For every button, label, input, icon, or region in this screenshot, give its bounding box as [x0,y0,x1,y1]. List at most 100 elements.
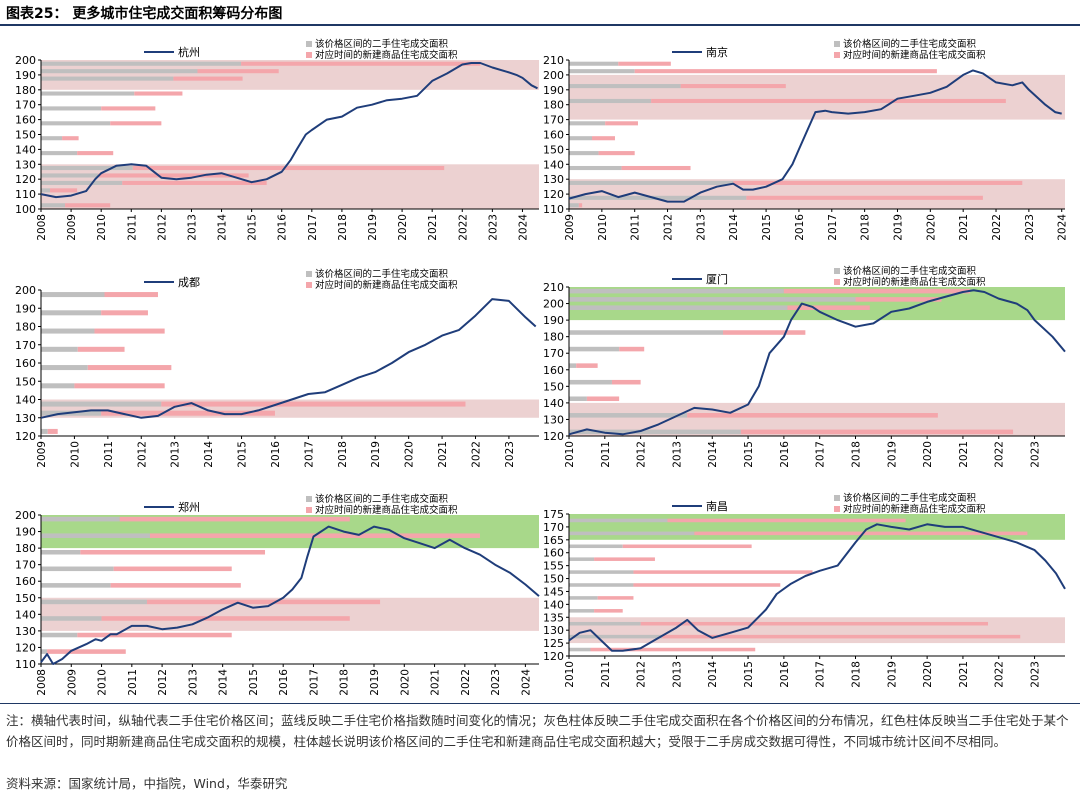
legend-gray-swatch [306,41,312,47]
y-tick-label: 200 [15,284,36,297]
gray-bar [569,634,663,639]
y-tick-label: 110 [15,658,36,671]
legend-pink-label: 对应时间的新建商品住宅成交面积 [843,503,986,515]
x-tick-label: 2019 [369,669,381,696]
x-tick-label: 2014 [218,669,230,696]
x-tick-label: 2011 [600,661,612,688]
y-tick-label: 180 [543,99,564,112]
x-tick-label: 2010 [96,214,108,241]
x-tick-label: 2024 [520,669,532,696]
y-tick-label: 170 [15,559,36,572]
gray-bar [41,632,78,638]
x-tick-label: 2010 [564,441,576,468]
gray-bar [41,346,78,352]
y-tick-label: 160 [543,129,564,142]
x-tick-label: 2023 [1024,214,1036,241]
x-tick-label: 2022 [991,214,1003,241]
pink-bar [633,570,813,574]
x-tick-label: 2011 [126,214,138,241]
x-tick-label: 2021 [430,669,442,696]
x-tick-label: 2014 [707,661,719,688]
y-tick-label: 170 [543,114,564,127]
legend-gray-swatch [834,268,840,274]
gray-bar [569,151,599,156]
x-tick-label: 2009 [66,669,78,696]
y-tick-label: 150 [543,573,564,586]
x-tick-label: 2016 [270,441,282,468]
y-tick-label: 170 [543,521,564,534]
x-tick-label: 2015 [237,441,249,468]
y-tick-label: 130 [543,413,564,426]
x-tick-label: 2016 [278,669,290,696]
x-tick-label: 2019 [370,441,382,468]
x-tick-label: 2010 [69,441,81,468]
x-tick-label: 2023 [490,669,502,696]
x-tick-label: 2016 [277,214,289,241]
x-tick-label: 2020 [922,441,934,468]
pink-bar [77,346,125,352]
pink-bar [65,203,111,208]
pink-bar [586,396,620,402]
gray-bar [569,165,622,171]
gray-bar [569,346,620,352]
pink-bar [119,516,350,522]
pink-bar [783,288,971,294]
x-tick-label: 2014 [217,214,229,241]
y-tick-label: 160 [15,114,36,127]
x-tick-label: 2024 [1057,214,1069,241]
x-tick-label: 2017 [307,214,319,241]
gray-bar [41,328,95,334]
x-tick-label: 2023 [487,214,499,241]
gray-bar [569,84,681,89]
y-tick-label: 130 [543,173,564,186]
page-title: 图表25： 更多城市住宅成交面积筹码分布图 [6,6,283,22]
data-source: 资料来源：国家统计局，中指院，Wind，华泰研究 [6,776,288,791]
gray-bar [569,531,695,536]
x-tick-label: 2012 [663,214,675,241]
gray-bar [41,616,102,621]
legend-pink-label: 对应时间的新建商品住宅成交面积 [843,276,986,288]
x-tick-label: 2017 [308,669,320,696]
pink-bar [173,76,243,81]
price-index-line [568,69,1062,203]
pink-bar [74,383,165,389]
y-tick-label: 120 [15,430,36,443]
x-tick-label: 2021 [958,661,970,688]
pink-bar [605,121,638,126]
x-tick-label: 2020 [925,214,937,241]
x-tick-label: 2015 [743,661,755,688]
y-tick-label: 200 [543,298,564,311]
gray-bar [41,76,174,81]
legend-city-label: 郑州 [178,500,200,514]
y-tick-label: 150 [15,375,36,388]
x-tick-label: 2011 [127,669,139,696]
gray-bar [569,609,595,613]
x-tick-label: 2018 [860,214,872,241]
y-tick-label: 210 [543,54,564,67]
pink-bar [640,621,989,626]
x-tick-label: 2010 [97,669,109,696]
y-tick-label: 100 [15,203,36,216]
x-tick-label: 2023 [504,441,516,468]
y-tick-label: 200 [15,54,36,67]
legend-pink-swatch [834,52,840,58]
y-tick-label: 150 [543,143,564,156]
x-tick-label: 2013 [695,214,707,241]
y-tick-label: 170 [543,347,564,360]
y-tick-label: 160 [15,357,36,370]
pink-bar [594,557,655,561]
gray-bar [41,173,99,178]
pink-bar [611,379,641,385]
y-tick-label: 140 [543,598,564,611]
y-tick-label: 120 [543,650,564,663]
gray-bar [569,621,641,626]
y-tick-label: 180 [15,542,36,555]
x-tick-label: 2019 [886,441,898,468]
legend-gray-label: 该价格区间的二手住宅成交面积 [315,268,449,280]
gray-bar [569,544,623,549]
x-tick-label: 2009 [66,214,78,241]
y-tick-label: 130 [15,158,36,171]
x-tick-label: 2014 [728,214,740,241]
legend-city-label: 成都 [178,276,200,289]
